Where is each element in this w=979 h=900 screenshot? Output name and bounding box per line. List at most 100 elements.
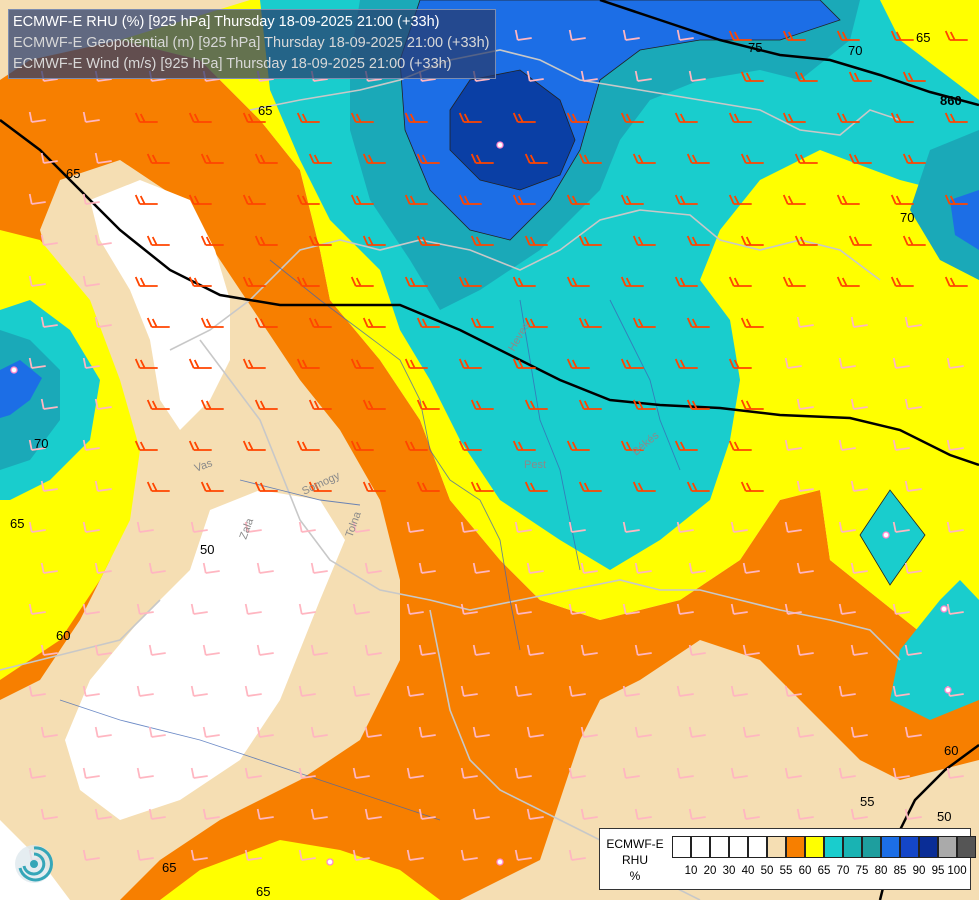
legend-tick-label: 60 (798, 865, 812, 877)
wind-barb (190, 521, 208, 533)
wind-barb (190, 603, 208, 615)
legend-tick-label: 80 (874, 865, 888, 877)
legend-tick-label: 100 (947, 865, 967, 877)
rhu-band-65-south (160, 840, 440, 900)
wind-barb (946, 767, 964, 779)
wind-barb (416, 399, 440, 410)
wind-barb (850, 316, 868, 328)
wind-barb (364, 726, 382, 738)
wind-barb (730, 521, 748, 533)
station-marker (496, 141, 504, 149)
legend-swatch (729, 836, 748, 858)
wind-barb (256, 644, 274, 656)
wind-barb (524, 481, 548, 492)
wind-barb (850, 644, 868, 656)
wind-barb (514, 685, 532, 697)
wind-barb (244, 521, 262, 533)
wind-barb (458, 276, 482, 287)
legend-swatch (919, 836, 938, 858)
rhu-band-80-east (950, 190, 979, 250)
wind-barb (904, 480, 922, 492)
wind-barb (622, 521, 640, 533)
wind-barb (308, 317, 332, 328)
wind-barb (784, 603, 802, 615)
legend-tick-label: 20 (703, 865, 717, 877)
wind-barb (146, 153, 170, 164)
wind-barb (676, 603, 694, 615)
wind-barb (580, 726, 598, 738)
wind-barb (28, 357, 46, 369)
country-borders (0, 49, 901, 900)
wind-barb (188, 440, 212, 451)
rhu-label: 60 (944, 743, 958, 758)
wind-barb (674, 358, 698, 369)
wind-barb (742, 644, 760, 656)
wind-barb (838, 767, 856, 779)
wind-barb (362, 235, 386, 246)
wind-barb (82, 603, 100, 615)
wind-barb (632, 399, 656, 410)
wind-barb (298, 685, 316, 697)
wind-barb (892, 357, 910, 369)
legend-swatch (767, 836, 786, 858)
wind-barb (82, 521, 100, 533)
wind-barb (28, 685, 46, 697)
wind-barb (946, 357, 964, 369)
wind-barb (566, 276, 590, 287)
wind-barb (458, 358, 482, 369)
station-marker (940, 605, 948, 613)
wind-barb (568, 521, 586, 533)
legend-swatch (824, 836, 843, 858)
wind-barb (850, 398, 868, 410)
legend-tick-label: 70 (836, 865, 850, 877)
wind-barb (404, 440, 428, 451)
rhu-label: 65 (10, 516, 24, 531)
wind-barb (134, 112, 158, 123)
wind-barb (362, 399, 386, 410)
wind-barb (634, 70, 652, 82)
wind-barb (620, 358, 644, 369)
wind-barb (730, 767, 748, 779)
wind-barb (296, 440, 320, 451)
wind-barb (740, 481, 764, 492)
legend-swatch (672, 836, 691, 858)
wind-barb (944, 112, 968, 123)
wind-barb (188, 194, 212, 205)
wind-barb (514, 29, 532, 41)
wind-barb (94, 562, 112, 574)
wind-barb (904, 398, 922, 410)
wind-barb (838, 357, 856, 369)
wind-barb (256, 726, 274, 738)
wind-barb (188, 276, 212, 287)
rhu-label: 65 (916, 30, 930, 45)
wind-barb (460, 767, 478, 779)
station-marker (944, 686, 952, 694)
rhu-label: 65 (256, 884, 270, 899)
wind-barb (404, 276, 428, 287)
rhu-label: 70 (900, 210, 914, 225)
wind-barb (202, 808, 220, 820)
river-label: Vas (193, 457, 215, 475)
wind-barb (94, 316, 112, 328)
wind-barb (418, 562, 436, 574)
wind-barb (418, 644, 436, 656)
wind-barb (242, 194, 266, 205)
wind-barb (838, 603, 856, 615)
wind-barb (566, 112, 590, 123)
wind-barb (904, 644, 922, 656)
wind-barb (244, 849, 262, 861)
wind-barb (676, 767, 694, 779)
wind-barbs-layer (28, 29, 968, 861)
wind-barb (784, 767, 802, 779)
wind-barb (458, 112, 482, 123)
wind-barb (296, 358, 320, 369)
wind-barb (634, 808, 652, 820)
wind-barb (406, 603, 424, 615)
legend-swatch (957, 836, 976, 858)
legend-swatch (881, 836, 900, 858)
wind-barb (740, 71, 764, 82)
wind-barb (308, 481, 332, 492)
contour-labels: 860 75 70 65 65 65 70 70 65 50 60 65 60 … (10, 30, 962, 899)
wind-barb (188, 112, 212, 123)
